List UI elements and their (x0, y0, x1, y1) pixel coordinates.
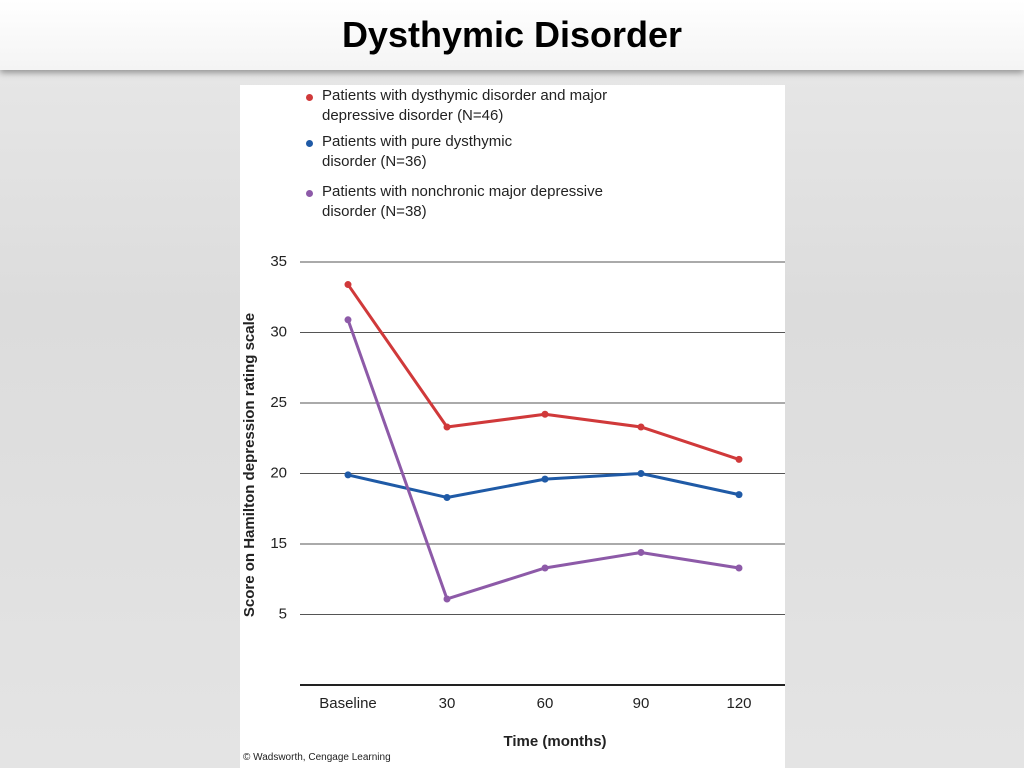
x-axis-label: Time (months) (503, 733, 606, 750)
data-point (637, 470, 645, 477)
data-point (637, 423, 645, 431)
data-point (735, 564, 743, 572)
data-point (443, 595, 451, 603)
data-point (541, 475, 549, 483)
y-tick-label: 15 (270, 535, 287, 552)
legend-marker (306, 94, 313, 101)
legend-marker (306, 190, 313, 197)
data-point (344, 471, 352, 479)
slide-title: Dysthymic Disorder (341, 14, 683, 55)
data-point (735, 491, 743, 499)
x-tick-label: 90 (633, 695, 650, 712)
y-tick-label: 5 (279, 605, 287, 622)
x-tick-label: 30 (439, 695, 456, 712)
data-point (735, 455, 743, 463)
data-point (541, 410, 549, 418)
data-point (344, 281, 352, 289)
data-point (443, 493, 451, 501)
x-tick-label: 60 (537, 695, 554, 712)
data-point (637, 548, 645, 556)
series-line (346, 319, 740, 601)
legend-entry: Patients with pure dysthymic disorder (N… (322, 133, 513, 170)
x-tick-label: 120 (726, 695, 751, 712)
title-bar: Dysthymic Disorder (0, 0, 1024, 70)
series-line (346, 283, 740, 461)
legend-entry: Patients with dysthymic disorder and maj… (322, 87, 608, 124)
data-point (443, 423, 451, 431)
y-axis-label: Score on Hamilton depression rating scal… (241, 313, 258, 617)
y-tick-label: 25 (270, 394, 287, 411)
data-point (541, 564, 549, 572)
data-point (344, 316, 352, 324)
credit: © Wadsworth, Cengage Learning (243, 752, 391, 763)
x-tick-label: Baseline (319, 695, 377, 712)
legend-entry: Patients with nonchronic major depressiv… (322, 183, 603, 220)
y-tick-label: 20 (270, 464, 287, 481)
y-tick-label: 35 (270, 253, 287, 270)
chart-panel (240, 85, 785, 768)
legend-marker (306, 140, 313, 147)
y-tick-label: 30 (270, 323, 287, 340)
